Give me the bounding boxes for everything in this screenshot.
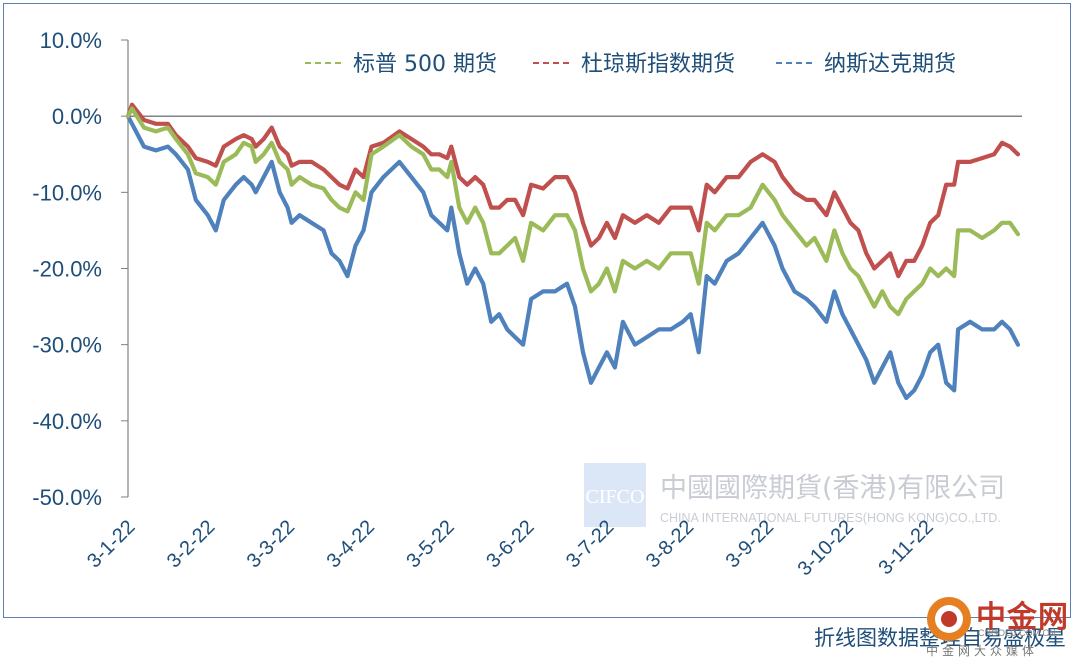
watermark-logo-box bbox=[584, 463, 646, 527]
watermark-company-en: CHINA INTERNATIONAL FUTURES(HONG KONG)CO… bbox=[660, 511, 1001, 525]
x-tick-label: 3-3-22 bbox=[243, 516, 299, 572]
x-tick-label: 3-11-22 bbox=[874, 516, 937, 579]
legend-label: 标普 500 期货 bbox=[353, 52, 497, 77]
site-logo-icon bbox=[927, 597, 971, 641]
watermark: CIFCO 中國國際期貨(香港)有限公司 CHINA INTERNATIONAL… bbox=[584, 463, 1005, 527]
y-tick-label: -20.0% bbox=[32, 257, 102, 282]
series-line bbox=[125, 106, 1021, 317]
y-axis-ticks: 10.0% 0.0% -10.0% -20.0% -30.0% -40.0% -50.0% bbox=[32, 28, 128, 510]
x-tick-label: 3-5-22 bbox=[402, 516, 458, 572]
y-tick-label: -40.0% bbox=[32, 409, 102, 434]
chart-frame bbox=[3, 3, 1071, 618]
series-line bbox=[125, 114, 1021, 401]
series-line bbox=[125, 102, 1021, 279]
series-lines bbox=[125, 102, 1021, 401]
site-logo: 中金网 CNGOLD.COM.CN 中金网大众媒体 bbox=[922, 592, 1072, 662]
legend-label: 纳斯达克期货 bbox=[824, 52, 956, 77]
y-tick-label: 10.0% bbox=[40, 28, 102, 53]
site-subtitle: 中金网大众媒体 bbox=[926, 644, 1039, 658]
watermark-company-cn: 中國國際期貨(香港)有限公司 bbox=[660, 473, 1005, 504]
site-name: 中金网 bbox=[976, 600, 1069, 635]
y-tick-label: -50.0% bbox=[32, 485, 102, 510]
y-tick-label: 0.0% bbox=[52, 104, 102, 129]
x-tick-label: 3-1-22 bbox=[83, 516, 139, 572]
legend-label: 杜琼斯指数期货 bbox=[581, 52, 735, 77]
x-tick-label: 3-10-22 bbox=[794, 516, 858, 580]
legend: 标普 500 期货 杜琼斯指数期货 纳斯达克期货 bbox=[305, 52, 956, 77]
x-axis-ticks: 3-1-22 3-2-22 3-3-22 3-4-22 3-5-22 3-6-22 3-7-… bbox=[83, 516, 938, 580]
watermark-logo-text: CIFCO bbox=[586, 486, 645, 508]
axes bbox=[127, 40, 1022, 497]
site-url: CNGOLD.COM.CN bbox=[978, 628, 1056, 638]
y-tick-label: -30.0% bbox=[32, 333, 102, 358]
x-tick-label: 3-4-22 bbox=[323, 516, 379, 572]
x-tick-label: 3-2-22 bbox=[163, 516, 219, 572]
y-tick-label: -10.0% bbox=[32, 180, 102, 205]
x-tick-label: 3-6-22 bbox=[482, 516, 538, 572]
